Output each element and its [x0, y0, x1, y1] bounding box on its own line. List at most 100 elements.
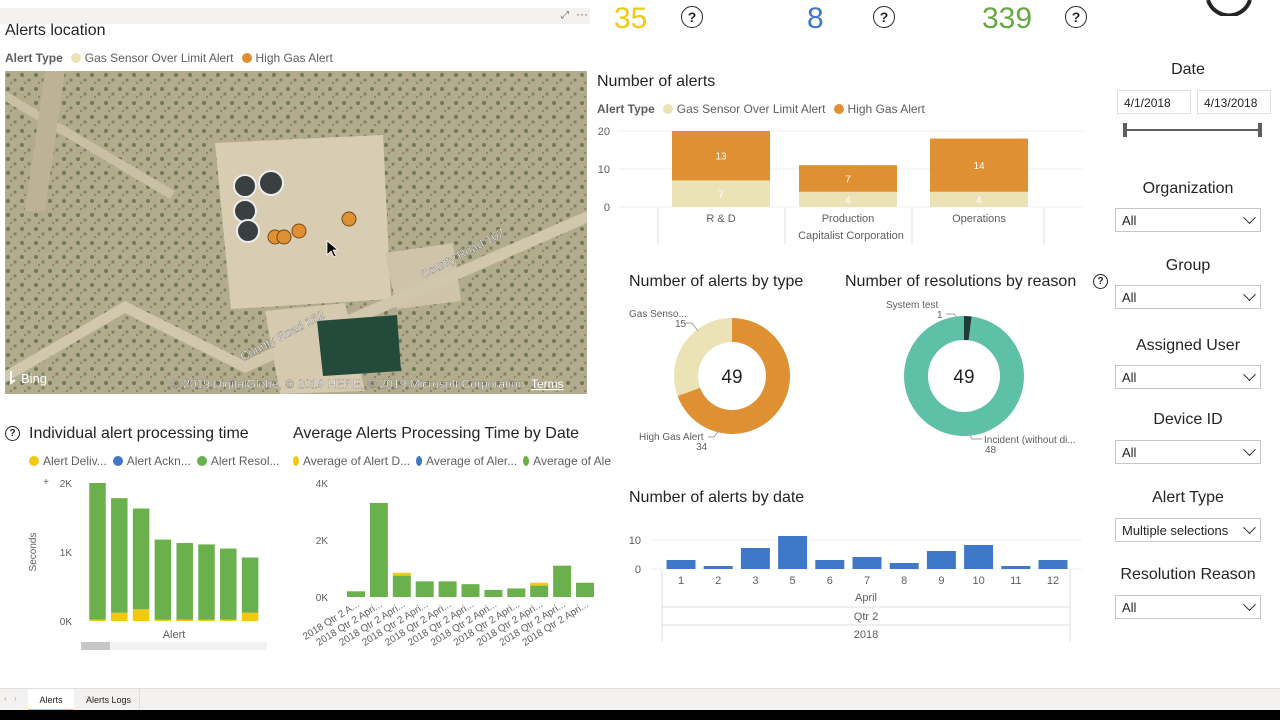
tab-scroll-left-icon[interactable]: ‹	[4, 694, 7, 703]
bar	[666, 560, 696, 569]
legend-dot	[833, 104, 844, 114]
legend-item[interactable]: Alert Ackn...	[126, 454, 191, 468]
legend-item[interactable]: Alert Resol...	[210, 454, 280, 468]
y-tick-label: 1K	[60, 548, 73, 559]
bar-segment	[198, 544, 215, 620]
map-legend: Alert Type Gas Sensor Over Limit Alert H…	[5, 51, 333, 65]
bar-segment	[930, 138, 1028, 192]
bar-segment	[576, 582, 594, 597]
donut-slice	[963, 316, 972, 341]
tab-scroll-right-icon[interactable]: ›	[14, 694, 17, 703]
avg-processing-legend: Average of Alert D... Average of Aler...…	[293, 454, 611, 468]
legend-item[interactable]: Alert Deliv...	[43, 454, 107, 468]
legend-item[interactable]: High Gas Alert	[255, 51, 333, 65]
processing-time-chart[interactable]: 0K 1K 2K + Seconds Alert	[20, 472, 272, 654]
bar-segment	[672, 131, 770, 181]
organization-dropdown[interactable]: All	[1115, 208, 1261, 232]
legend-item[interactable]: Average of Ale	[533, 454, 611, 468]
date-slicer-title: Date	[1171, 61, 1205, 78]
map-terms-link[interactable]: Terms	[531, 377, 564, 391]
chevron-down-icon	[1243, 287, 1256, 301]
x-axis-label: Alert	[163, 629, 186, 641]
start-date-input[interactable]: 4/1/2018	[1117, 90, 1191, 114]
bar-segment	[672, 180, 770, 207]
scrollbar-track	[81, 642, 267, 650]
chevron-down-icon	[1243, 210, 1256, 224]
number-of-alerts-chart[interactable]: 0 10 20 7 13 R & D 4 7 Production 4 14 Operations Ca…	[590, 120, 1090, 246]
bar-segment	[241, 557, 259, 613]
tab-alerts-logs[interactable]: Alerts Logs	[78, 689, 140, 711]
dropdown-value: All	[1122, 369, 1137, 385]
x-tick-label: 3	[752, 575, 758, 587]
bar-segment	[89, 619, 106, 621]
bar-segment	[111, 498, 128, 613]
bar-segment	[220, 548, 237, 620]
help-icon[interactable]: ?	[873, 6, 895, 28]
donut-label: System test	[886, 300, 938, 311]
legend-dot	[112, 456, 123, 466]
end-date-input[interactable]: 4/13/2018	[1197, 90, 1271, 114]
processing-title: Individual alert processing time	[29, 425, 249, 442]
resolution-reason-dropdown[interactable]: All	[1115, 595, 1261, 619]
x-level-year: 2018	[854, 629, 878, 641]
bar-segment	[347, 591, 365, 597]
donut-center-total: 49	[721, 367, 742, 388]
more-options-icon[interactable]: ···	[576, 7, 588, 21]
donut-label: High Gas Alert	[639, 432, 704, 443]
device-id-dropdown[interactable]: All	[1115, 440, 1261, 464]
bar-segment	[415, 581, 434, 597]
organization-slicer-title: Organization	[1142, 180, 1234, 197]
donut-slice	[677, 318, 790, 434]
dropdown-value: All	[1122, 289, 1137, 305]
legend-dot	[662, 104, 673, 114]
y-tick-label: 0K	[316, 593, 329, 604]
processing-legend: Alert Deliv... Alert Ackn... Alert Resol…	[29, 454, 280, 468]
y-tick-label: 0	[604, 202, 610, 214]
legend-item[interactable]: High Gas Alert	[847, 102, 925, 116]
help-icon[interactable]: ?	[5, 426, 20, 441]
satellite-map[interactable]: County Road 162 County Road 162 Bing © 2…	[5, 71, 587, 394]
bar-segment	[89, 483, 106, 620]
alert-type-dropdown[interactable]: Multiple selections	[1115, 518, 1261, 542]
x-tick-label: Production	[822, 213, 875, 225]
alerts-chart-title: Number of alerts	[597, 73, 716, 90]
leader-line	[967, 430, 982, 440]
dropdown-value: All	[1122, 212, 1137, 228]
legend-item[interactable]: Average of Aler...	[426, 454, 518, 468]
legend-item[interactable]: Gas Sensor Over Limit Alert	[676, 102, 826, 116]
assigned-user-dropdown[interactable]: All	[1115, 365, 1261, 389]
help-icon[interactable]: ?	[1065, 6, 1087, 28]
bar-segment	[392, 575, 411, 597]
bar-segment	[484, 589, 503, 597]
bar-segment	[530, 582, 549, 586]
legend-dot	[241, 53, 252, 63]
focus-mode-icon[interactable]: ⤢	[561, 10, 569, 21]
y-tick-label: 2K	[60, 479, 73, 490]
legend-label: Alert Type	[597, 102, 655, 116]
data-label: 7	[718, 190, 724, 201]
leader-line	[708, 428, 721, 438]
help-icon[interactable]: ?	[681, 6, 703, 28]
legend-item[interactable]: Gas Sensor Over Limit Alert	[84, 51, 234, 65]
taskbar	[0, 710, 1280, 720]
tab-alerts[interactable]: Alerts	[28, 689, 74, 711]
bar-segment	[198, 619, 215, 621]
bar-segment	[799, 165, 897, 192]
date-range-start-handle[interactable]	[1123, 123, 1127, 137]
bing-logo: Bing	[21, 371, 47, 386]
kpi-value-2: 8	[807, 2, 824, 35]
scrollbar-thumb	[81, 642, 110, 650]
x-tick-label: R & D	[706, 213, 735, 225]
date-range-end-handle[interactable]	[1258, 123, 1262, 137]
bar-segment	[220, 619, 237, 621]
legend-item[interactable]: Average of Alert D...	[302, 454, 411, 468]
help-icon[interactable]: ?	[1093, 274, 1108, 289]
data-label: 7	[845, 175, 851, 186]
donut-label: Incident (without di...	[984, 435, 1076, 446]
bar-segment	[530, 585, 549, 597]
group-dropdown[interactable]: All	[1115, 285, 1261, 309]
